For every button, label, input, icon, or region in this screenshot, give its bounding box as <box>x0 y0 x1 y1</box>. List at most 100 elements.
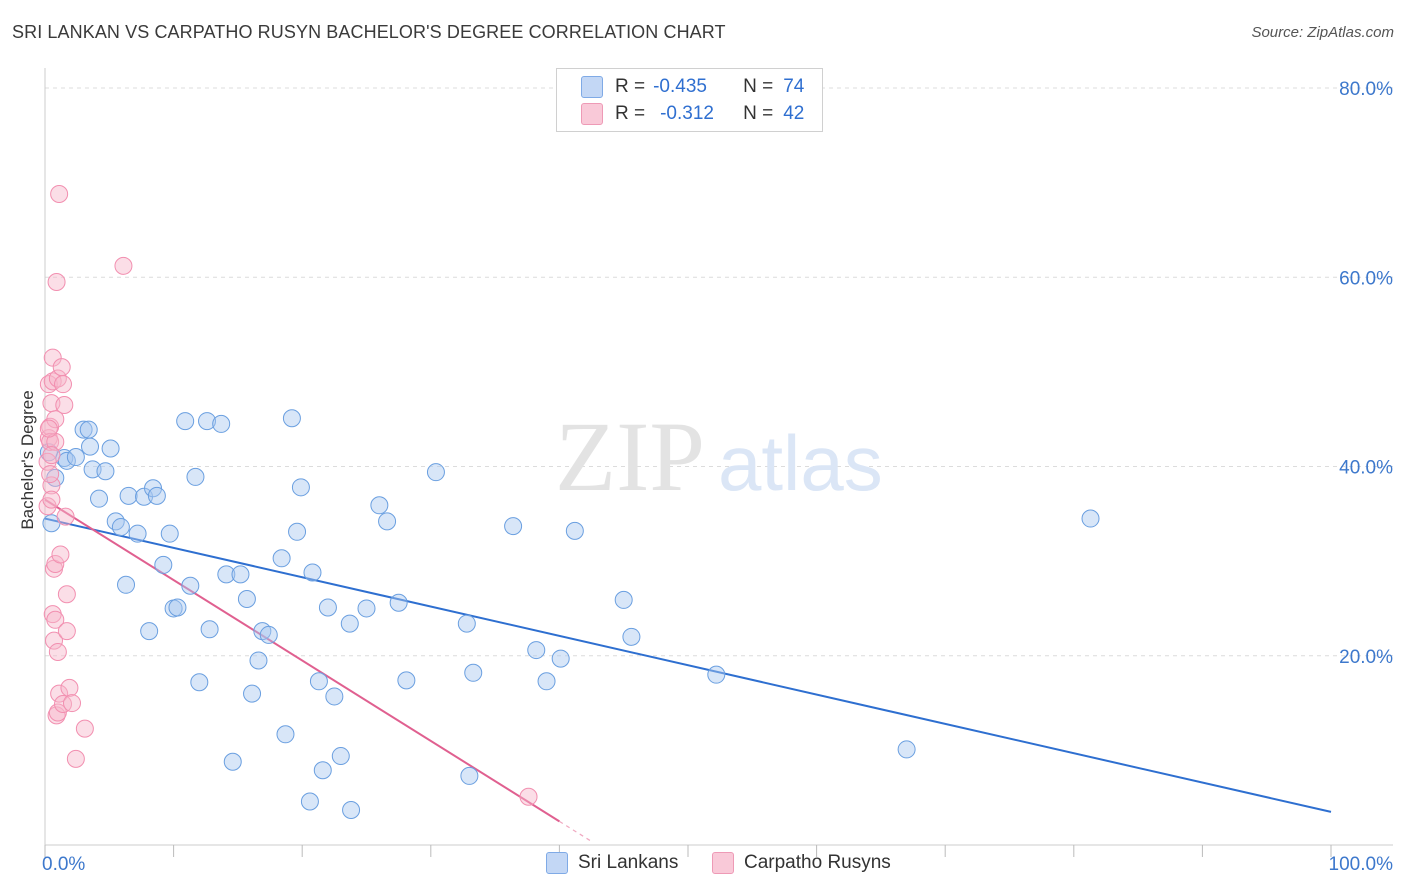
sri-lankans-point <box>147 486 166 505</box>
carpatho-rusyns-point <box>57 622 76 641</box>
sri-lankans-point <box>249 651 268 670</box>
sri-lankans-point <box>212 414 231 433</box>
sri-lankans-point <box>460 766 479 785</box>
sri-lankans-point <box>128 524 147 543</box>
sri-lankans-point <box>74 420 93 439</box>
carpatho-rusyns-point <box>42 476 61 495</box>
sri-lankans-point <box>357 599 376 618</box>
carpatho-rusyns-n-value: 42 <box>783 103 805 124</box>
carpatho-rusyns-r-value: -0.312 <box>660 103 714 124</box>
sri-lankans-point <box>237 589 256 608</box>
sri-lankans-point <box>325 687 344 706</box>
carpatho-rusyns-point <box>43 348 62 367</box>
sri-lankans-point <box>217 565 236 584</box>
sri-lankans-point <box>707 665 726 684</box>
sri-lankans-point <box>340 614 359 633</box>
carpatho-rusyns-point <box>41 432 60 451</box>
sri-lankans-point <box>282 409 301 428</box>
sri-lankans-point <box>186 467 205 486</box>
sri-lankans-point <box>370 496 389 515</box>
sri-lankans-point <box>622 627 641 646</box>
carpatho-rusyns-point <box>39 419 58 438</box>
carpatho-rusyns-point <box>55 395 74 414</box>
sri-lankans-point <box>200 620 219 639</box>
y-tick-label: 40.0% <box>1339 458 1393 479</box>
carpatho-rusyns-point <box>54 375 73 394</box>
sri-lankans-point <box>79 420 98 439</box>
legend-item-carpatho-rusyns: Carpatho Rusyns <box>712 852 891 874</box>
sri-lankans-point <box>154 555 173 574</box>
carpatho-rusyns-swatch <box>581 103 603 125</box>
x-tick-label: 0.0% <box>42 854 85 875</box>
sri-lankans-point <box>291 478 310 497</box>
sri-lankans-swatch <box>581 76 603 98</box>
sri-lankans-point <box>318 598 337 617</box>
legend-row-carpatho-rusyns: R = -0.312 N = 42 <box>581 102 804 126</box>
sri-lankans-point <box>140 622 159 641</box>
tick-labels: 20.0% 40.0% 60.0% 80.0% 0.0% 100.0% <box>42 79 1393 875</box>
sri-lankans-point <box>243 684 262 703</box>
carpatho-rusyns-point <box>63 694 82 713</box>
sri-lankans-point <box>527 641 546 660</box>
sri-lankans-point <box>231 565 250 584</box>
sri-lankans-point <box>276 725 295 744</box>
sri-lankans-point <box>537 672 556 691</box>
carpatho-rusyns-point <box>47 272 66 291</box>
sri-lankans-point <box>614 590 633 609</box>
carpatho-rusyns-point <box>52 358 71 377</box>
carpatho-rusyns-point <box>51 545 70 564</box>
data-points <box>38 184 1100 819</box>
legend-item-sri-lankans: Sri Lankans <box>546 852 678 874</box>
carpatho-rusyns-point <box>50 184 69 203</box>
carpatho-rusyns-point <box>48 642 67 661</box>
sri-lankans-point <box>106 512 125 531</box>
sri-lankans-point <box>96 462 115 481</box>
source-note: Source: ZipAtlas.com <box>1251 24 1394 41</box>
chart-title: SRI LANKAN VS CARPATHO RUSYN BACHELOR'S … <box>12 22 726 42</box>
sri-lankans-point <box>504 517 523 536</box>
sri-lankans-point <box>300 792 319 811</box>
carpatho-rusyns-point <box>46 432 65 451</box>
sri-lankans-point <box>342 800 361 819</box>
sri-lankans-point <box>81 437 100 456</box>
carpatho-rusyns-point <box>48 369 67 388</box>
trend-lines <box>44 498 1332 842</box>
carpatho-rusyns-point <box>75 719 94 738</box>
carpatho-rusyns-point <box>54 695 73 714</box>
carpatho-rusyns-point <box>41 465 60 484</box>
carpatho-rusyns-trend-extension <box>559 820 592 842</box>
sri-lankans-point <box>897 740 916 759</box>
sri-lankans-point <box>309 672 328 691</box>
sri-lankans-point <box>181 576 200 595</box>
x-tick-label: 100.0% <box>1329 854 1394 875</box>
sri-lankans-point <box>331 747 350 766</box>
sri-lankans-point <box>426 463 445 482</box>
sri-lankans-point <box>117 575 136 594</box>
r-label: R = <box>615 76 646 97</box>
stats-legend: R = -0.435 N = 74 R = -0.312 N = 42 <box>556 68 823 132</box>
n-label: N = <box>743 103 774 124</box>
sri-lankans-point <box>176 412 195 431</box>
axes <box>44 68 1393 857</box>
y-tick-label: 20.0% <box>1339 647 1393 668</box>
sri-lankans-legend-label: Sri Lankans <box>578 852 679 873</box>
sri-lankans-point <box>160 524 179 543</box>
sri-lankans-point <box>389 593 408 612</box>
watermark-zip: ZIP <box>555 401 705 512</box>
n-label: N = <box>743 76 774 97</box>
carpatho-rusyns-legend-label: Carpatho Rusyns <box>744 852 891 873</box>
sri-lankans-trend-line <box>44 517 1332 813</box>
sri-lankans-point <box>168 598 187 617</box>
y-tick-label: 60.0% <box>1339 268 1393 289</box>
carpatho-rusyns-point <box>46 554 65 573</box>
sri-lankans-point <box>111 518 130 537</box>
sri-lankans-point <box>90 489 109 508</box>
sri-lankans-point <box>66 448 85 467</box>
carpatho-rusyns-point <box>45 631 64 650</box>
y-axis-label: Bachelor's Degree <box>18 390 37 530</box>
sri-lankans-n-value: 74 <box>783 76 805 97</box>
carpatho-rusyns-point <box>46 610 65 629</box>
sri-lankans-point <box>313 761 332 780</box>
sri-lankans-point <box>378 512 397 531</box>
sri-lankans-point <box>464 663 483 682</box>
